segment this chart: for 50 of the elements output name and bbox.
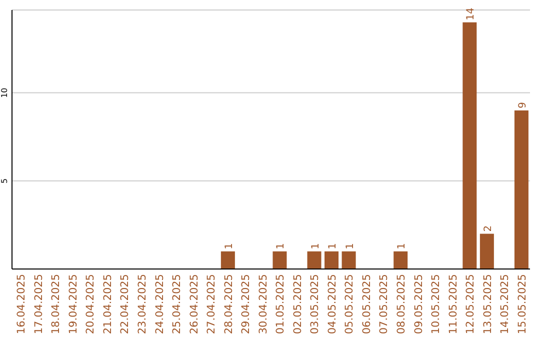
data-label: 1 (344, 243, 356, 250)
data-label: 1 (276, 243, 287, 250)
x-tick-label: 23.04.2025 (136, 274, 148, 334)
x-tick-label: 26.04.2025 (188, 274, 200, 334)
x-tick-label: 13.05.2025 (482, 274, 494, 334)
y-tick-label: 10 (0, 88, 9, 98)
bar (514, 110, 528, 269)
x-tick-label: 19.04.2025 (67, 274, 80, 334)
x-tick-label: 01.05.2025 (274, 274, 287, 334)
bar (272, 251, 287, 269)
x-tick-label: 25.04.2025 (171, 274, 184, 334)
x-tick-label: 04.05.2025 (326, 274, 338, 334)
x-tick-label: 07.05.2025 (378, 274, 390, 334)
bar (394, 251, 408, 269)
data-label: 2 (482, 225, 494, 232)
bar (324, 251, 339, 269)
bar (480, 234, 494, 269)
data-label: 1 (224, 243, 235, 250)
y-tick-label: 5 (0, 178, 9, 184)
x-tick-label: 27.04.2025 (206, 274, 218, 334)
data-label: 1 (310, 243, 322, 250)
x-tick-label: 09.05.2025 (412, 274, 425, 334)
x-tick-label: 06.05.2025 (360, 274, 373, 334)
x-tick-label: 08.05.2025 (396, 274, 408, 334)
x-tick-label: 11.05.2025 (447, 274, 460, 334)
data-label: 14 (466, 8, 477, 20)
x-tick-label: 14.05.2025 (499, 274, 512, 334)
x-tick-label: 17.04.2025 (32, 274, 45, 334)
x-tick-label: 02.05.2025 (292, 274, 304, 334)
bar (307, 251, 322, 269)
x-tick-label: 22.04.2025 (119, 274, 132, 334)
x-tick-label: 29.04.2025 (240, 274, 252, 334)
x-tick-label: 24.04.2025 (154, 274, 166, 334)
x-tick-label: 18.04.2025 (50, 274, 62, 334)
data-label: 1 (396, 243, 408, 250)
x-tick-label: 10.05.2025 (430, 274, 442, 334)
x-tick-label: 21.04.2025 (102, 274, 114, 334)
bar (342, 251, 356, 269)
x-tick-label: 12.05.2025 (464, 274, 477, 334)
bar (462, 22, 477, 269)
x-tick-label: 20.04.2025 (84, 274, 97, 334)
x-tick-label: 05.05.2025 (344, 274, 356, 334)
x-tick-label: 28.04.2025 (222, 274, 235, 334)
x-tick-label: 16.04.2025 (16, 274, 28, 334)
data-label: 1 (328, 243, 339, 250)
data-label: 9 (517, 102, 528, 108)
x-tick-label: 03.05.2025 (309, 274, 322, 334)
x-tick-label: 30.04.2025 (257, 274, 270, 334)
x-tick-label: 15.05.2025 (516, 274, 528, 334)
bar (220, 251, 235, 269)
